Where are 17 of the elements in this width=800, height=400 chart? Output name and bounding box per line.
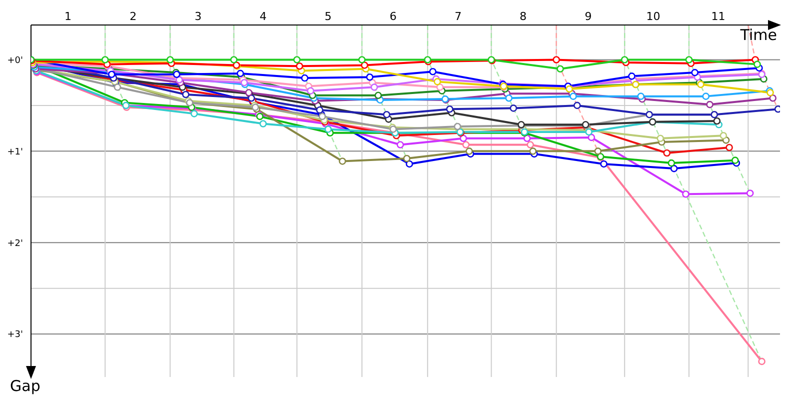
x-tick-label: 11 xyxy=(711,10,726,23)
x-tick-label: 2 xyxy=(130,10,137,23)
x-axis-title: Time xyxy=(740,26,777,44)
x-tick-label: 5 xyxy=(324,10,332,23)
y-tick-label: +0' xyxy=(7,56,23,66)
y-tick-label: +2' xyxy=(7,238,23,249)
y-tick-label: +1' xyxy=(7,147,23,158)
x-tick-label: 7 xyxy=(454,10,462,23)
x-tick-label: 3 xyxy=(194,10,202,23)
x-tick-label: 10 xyxy=(646,10,660,23)
y-axis-title: Gap xyxy=(10,377,40,395)
x-tick-label: 4 xyxy=(260,10,267,23)
x-tick-label: 8 xyxy=(520,10,527,23)
x-tick-label: 9 xyxy=(584,10,592,23)
x-tick-label: 6 xyxy=(390,10,397,23)
y-tick-label: +3' xyxy=(7,330,23,340)
x-tick-label: 1 xyxy=(64,10,72,23)
